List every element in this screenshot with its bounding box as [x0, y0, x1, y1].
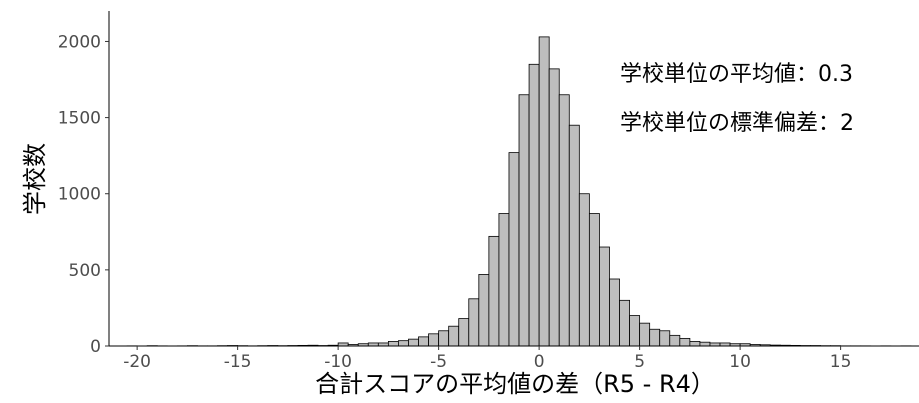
bar	[639, 322, 651, 347]
x-tick-label: -5	[430, 352, 447, 372]
x-tick-label: -20	[123, 352, 151, 372]
bar	[418, 336, 429, 347]
bar	[679, 337, 691, 347]
y-tick-label: 1500	[58, 109, 101, 129]
bar	[448, 325, 460, 347]
bar	[408, 338, 419, 347]
bar	[458, 318, 470, 347]
bar	[669, 334, 681, 347]
bar	[498, 213, 510, 347]
bar	[438, 330, 450, 347]
bar	[568, 124, 580, 347]
bar	[609, 278, 620, 347]
bar	[548, 68, 560, 347]
bar	[599, 246, 610, 347]
bar	[428, 333, 440, 347]
bar	[508, 152, 520, 347]
bar	[478, 274, 490, 347]
bar	[659, 330, 671, 347]
bar	[689, 341, 701, 347]
x-tick-label: 5	[634, 352, 645, 372]
bar	[488, 235, 500, 347]
bar	[629, 315, 641, 347]
x-tick-label: -15	[224, 352, 252, 372]
x-tick-label: 15	[830, 352, 852, 372]
bar	[538, 36, 550, 347]
bar	[699, 341, 711, 347]
bar	[619, 299, 630, 347]
bar	[387, 341, 399, 347]
bar	[649, 328, 661, 347]
x-tick-label: -10	[324, 352, 352, 372]
x-tick-label: 0	[534, 352, 545, 372]
bar	[558, 94, 570, 347]
annotation: 学校単位の平均値：0.3	[620, 62, 853, 87]
bar	[578, 193, 590, 347]
y-tick-label: 2000	[58, 32, 101, 52]
x-axis-title: 合計スコアの平均値の差（R5 - R4）	[315, 370, 715, 398]
bar	[528, 63, 540, 347]
y-tick-label: 1000	[58, 185, 101, 205]
y-tick-label: 0	[90, 337, 101, 357]
bar	[398, 340, 409, 347]
x-tick-label: 10	[729, 352, 751, 372]
bar	[468, 298, 480, 347]
y-tick-label: 500	[69, 261, 101, 281]
y-axis-title: 学校数	[21, 143, 49, 215]
bar	[588, 213, 600, 347]
bar	[518, 94, 530, 347]
annotation: 学校単位の標準偏差：2	[620, 111, 854, 136]
